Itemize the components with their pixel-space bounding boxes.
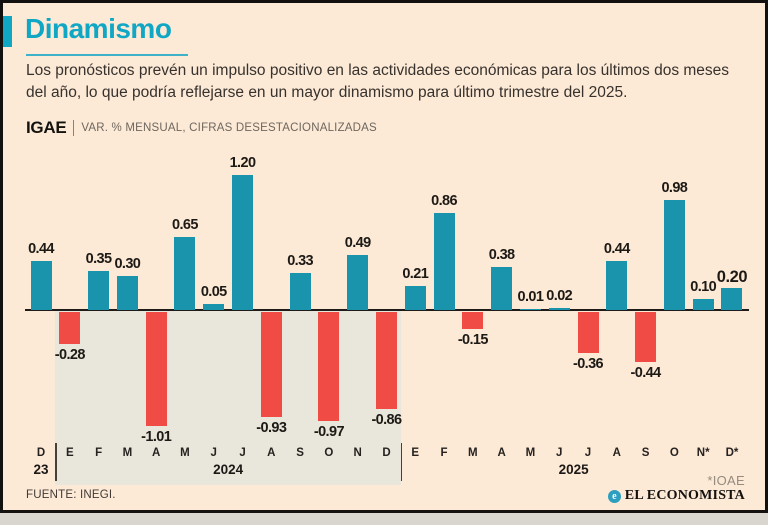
brand-logo: e EL ECONOMISTA (607, 488, 745, 504)
chart-bar-J-7 (232, 175, 254, 310)
chart-bar-S-9 (289, 272, 311, 310)
chart-bar-N-11 (347, 254, 369, 310)
bar-value-label: 0.65 (172, 216, 198, 233)
bar-value-label: 0.20 (716, 267, 748, 286)
month-label-D-12: D (382, 447, 391, 459)
chart-title-divider (73, 120, 75, 136)
chart-bar-O-10 (318, 312, 340, 422)
year-label-23: 23 (33, 462, 49, 477)
highlight-region-2024 (55, 310, 401, 485)
bar-value-label: 0.98 (661, 179, 688, 196)
bar-value-label: 0.38 (488, 247, 515, 264)
chart-bar-D*-24 (721, 287, 743, 310)
bar-value-label: 1.20 (229, 155, 256, 171)
title-underline (26, 54, 188, 56)
bar-value-label: 0.44 (28, 240, 54, 257)
footnote: *IOAE (707, 473, 745, 488)
chart-bar-N*-23 (692, 298, 714, 310)
bar-value-label: 0.44 (603, 240, 630, 257)
month-label-J-19: J (584, 447, 592, 459)
chart-bar-A-16 (491, 267, 513, 310)
chart-bar-F-2 (88, 270, 110, 310)
month-label-F-14: F (440, 447, 448, 459)
bar-value-label: -0.97 (313, 424, 345, 441)
chart-header: IGAE VAR. % MENSUAL, CIFRAS DESESTACIONA… (26, 118, 377, 138)
bar-value-label: 0.21 (402, 266, 429, 283)
month-label-J-18: J (556, 447, 563, 459)
bar-value-label: -1.01 (141, 428, 172, 445)
month-label-N-11: N (353, 447, 362, 459)
chart-bar-A-8 (260, 312, 282, 417)
month-label-F-2: F (95, 447, 103, 459)
bar-value-label: 0.49 (344, 234, 371, 251)
bar-value-label: 0.86 (431, 193, 457, 210)
month-label-A-8: A (267, 447, 276, 459)
chart-bar-J-18 (548, 307, 570, 310)
chart-bar-E-13 (404, 286, 426, 310)
source-label: FUENTE: INEGI. (26, 489, 116, 501)
chart-bar-O-22 (663, 199, 685, 310)
chart-bar-J-6 (203, 304, 225, 310)
chart-bar-F-14 (433, 213, 455, 310)
bar-value-label: 0.05 (200, 284, 227, 301)
month-label-M-17: M (525, 447, 536, 459)
month-label-J-7: J (239, 447, 246, 459)
chart-bar-M-15 (462, 312, 484, 329)
description-text: Los pronósticos prevén un impulso positi… (26, 62, 730, 101)
bar-value-label: -0.36 (572, 355, 604, 372)
month-label-E-13: E (411, 447, 420, 459)
bar-value-label: 0.01 (517, 288, 544, 305)
month-label-O-10: O (324, 447, 334, 459)
bar-value-label: 0.02 (546, 287, 573, 304)
title-accent-bar (3, 16, 12, 47)
chart-bar-M-17 (519, 308, 541, 310)
bar-value-label: 0.33 (287, 252, 314, 269)
chart-bar-D-0 (30, 260, 52, 310)
chart-bar-S-21 (635, 312, 657, 362)
month-label-D*-24: D* (725, 447, 739, 459)
el-economista-logo-icon: e (607, 489, 621, 503)
page-title: Dinamismo (25, 13, 172, 44)
bar-value-label: -0.86 (371, 411, 402, 428)
month-label-E-1: E (65, 447, 74, 459)
chart-area: 23 2024 2025 0.44 D -0.28 E 0.35 F 0.30 M -1.01 A 0.6… (3, 3, 765, 510)
month-label-M-5: M (180, 447, 190, 459)
x-axis-line (25, 309, 749, 311)
month-label-N*-23: N* (696, 447, 710, 459)
year-label-2024: 2024 (213, 462, 244, 477)
bar-value-label: -0.15 (457, 331, 489, 348)
bar-value-label: -0.44 (630, 364, 662, 381)
month-label-M-15: M (468, 447, 478, 459)
chart-bar-A-20 (606, 260, 628, 310)
chart-bar-J-19 (577, 312, 599, 353)
bar-value-label: 0.10 (690, 278, 717, 295)
year-label-2025: 2025 (558, 462, 589, 477)
bar-value-label: -0.28 (54, 346, 86, 363)
infographic-card: Dinamismo Los pronósticos prevén un impu… (0, 0, 768, 513)
month-label-A-20: A (612, 447, 621, 459)
month-label-O-22: O (669, 447, 679, 459)
year-divider (400, 443, 403, 481)
chart-bar-D-12 (375, 312, 397, 409)
bar-value-label: 0.35 (85, 250, 112, 267)
month-label-A-16: A (497, 447, 506, 459)
month-label-M-3: M (122, 447, 133, 459)
year-divider (55, 443, 57, 481)
chart-title: IGAE (26, 118, 67, 137)
month-label-D-0: D (36, 447, 46, 459)
month-label-J-6: J (210, 447, 217, 459)
month-label-S-21: S (641, 447, 650, 459)
month-label-S-9: S (296, 447, 304, 459)
chart-bar-M-3 (116, 276, 138, 310)
brand-name: EL ECONOMISTA (624, 488, 745, 503)
chart-bar-E-1 (59, 312, 81, 344)
month-label-A-4: A (152, 447, 161, 459)
chart-bar-A-4 (145, 312, 167, 426)
chart-bar-M-5 (174, 236, 196, 310)
bar-value-label: 0.30 (114, 256, 141, 273)
bar-value-label: -0.93 (256, 419, 287, 436)
chart-subtitle: VAR. % MENSUAL, CIFRAS DESESTACIONALIZAD… (81, 122, 377, 134)
